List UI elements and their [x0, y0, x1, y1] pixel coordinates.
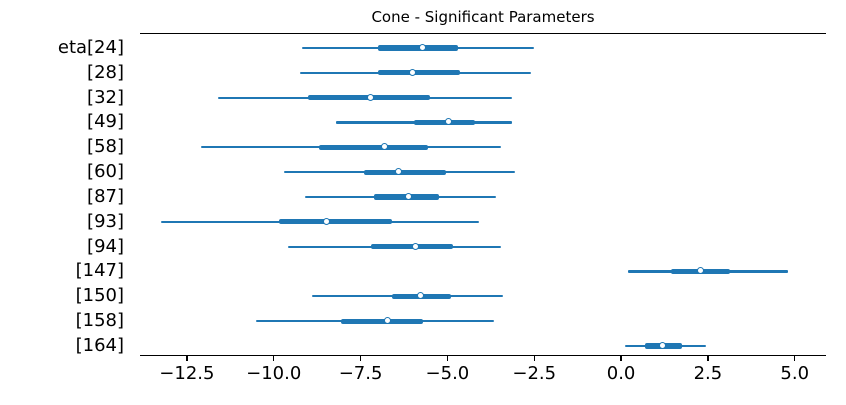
x-tick-mark: [794, 356, 796, 361]
hdi-thick-line: [414, 119, 476, 126]
hdi-thick-line: [341, 318, 424, 324]
hdi-thick-line: [364, 169, 446, 175]
median-marker: [405, 192, 413, 200]
bottom-axis-spine: [140, 355, 826, 357]
median-marker: [418, 43, 426, 51]
median-marker: [696, 267, 704, 275]
x-tick-label: 5.0: [780, 363, 810, 384]
x-tick-mark: [359, 356, 362, 361]
y-axis-labels: eta[24] [28] [32] [49] [58] [60] [87] [93] [94] […: [0, 33, 124, 355]
y-tick-label: [87]: [87, 185, 124, 207]
x-tick-mark: [446, 356, 449, 361]
hdi-thick-line: [318, 144, 429, 150]
y-tick-label: [164]: [75, 334, 124, 356]
median-marker: [408, 68, 416, 76]
x-tick-label: −10.0: [246, 363, 302, 384]
median-marker: [366, 93, 374, 101]
y-tick-label: [60]: [87, 161, 124, 183]
y-tick-label: [93]: [87, 210, 124, 232]
x-tick-mark: [707, 356, 709, 361]
x-tick-mark: [186, 356, 188, 361]
x-tick-label: −12.5: [159, 363, 215, 384]
x-tick-label: −7.5: [338, 363, 383, 384]
median-marker: [384, 317, 392, 325]
y-tick-label: [32]: [87, 86, 124, 108]
x-axis: −12.5 −10.0 −7.5 −5.0 −2.5 0.0 2.5 5.0: [140, 355, 826, 395]
x-tick-label: −2.5: [512, 363, 557, 384]
x-tick-label: 0.0: [606, 363, 636, 384]
y-tick-label: [94]: [87, 235, 124, 257]
median-marker: [380, 143, 388, 151]
median-marker: [417, 292, 425, 300]
y-tick-label: [147]: [75, 260, 124, 282]
x-tick-label: 2.5: [693, 363, 723, 384]
median-marker: [394, 168, 402, 176]
median-marker: [658, 341, 666, 349]
median-marker: [323, 217, 331, 225]
top-axis-spine: [140, 33, 826, 35]
y-tick-label: [49]: [87, 111, 124, 133]
median-marker: [445, 118, 453, 126]
hdi-thick-line: [278, 219, 392, 225]
x-tick-mark: [533, 356, 535, 361]
hdi-thick-line: [377, 70, 460, 76]
x-tick-label: −5.0: [425, 363, 470, 384]
y-tick-label: [28]: [87, 61, 124, 83]
hdi-thick-line: [370, 244, 453, 250]
hdi-thick-line: [377, 45, 458, 51]
y-tick-label: [150]: [75, 285, 124, 307]
plot-area: [140, 33, 826, 355]
plot-title: Cone - Significant Parameters: [371, 8, 595, 26]
y-tick-label: eta[24]: [57, 37, 124, 58]
y-tick-label: [58]: [87, 136, 124, 158]
y-tick-label: [158]: [75, 310, 124, 332]
x-tick-mark: [273, 356, 275, 361]
median-marker: [412, 242, 420, 250]
x-tick-mark: [620, 356, 622, 361]
